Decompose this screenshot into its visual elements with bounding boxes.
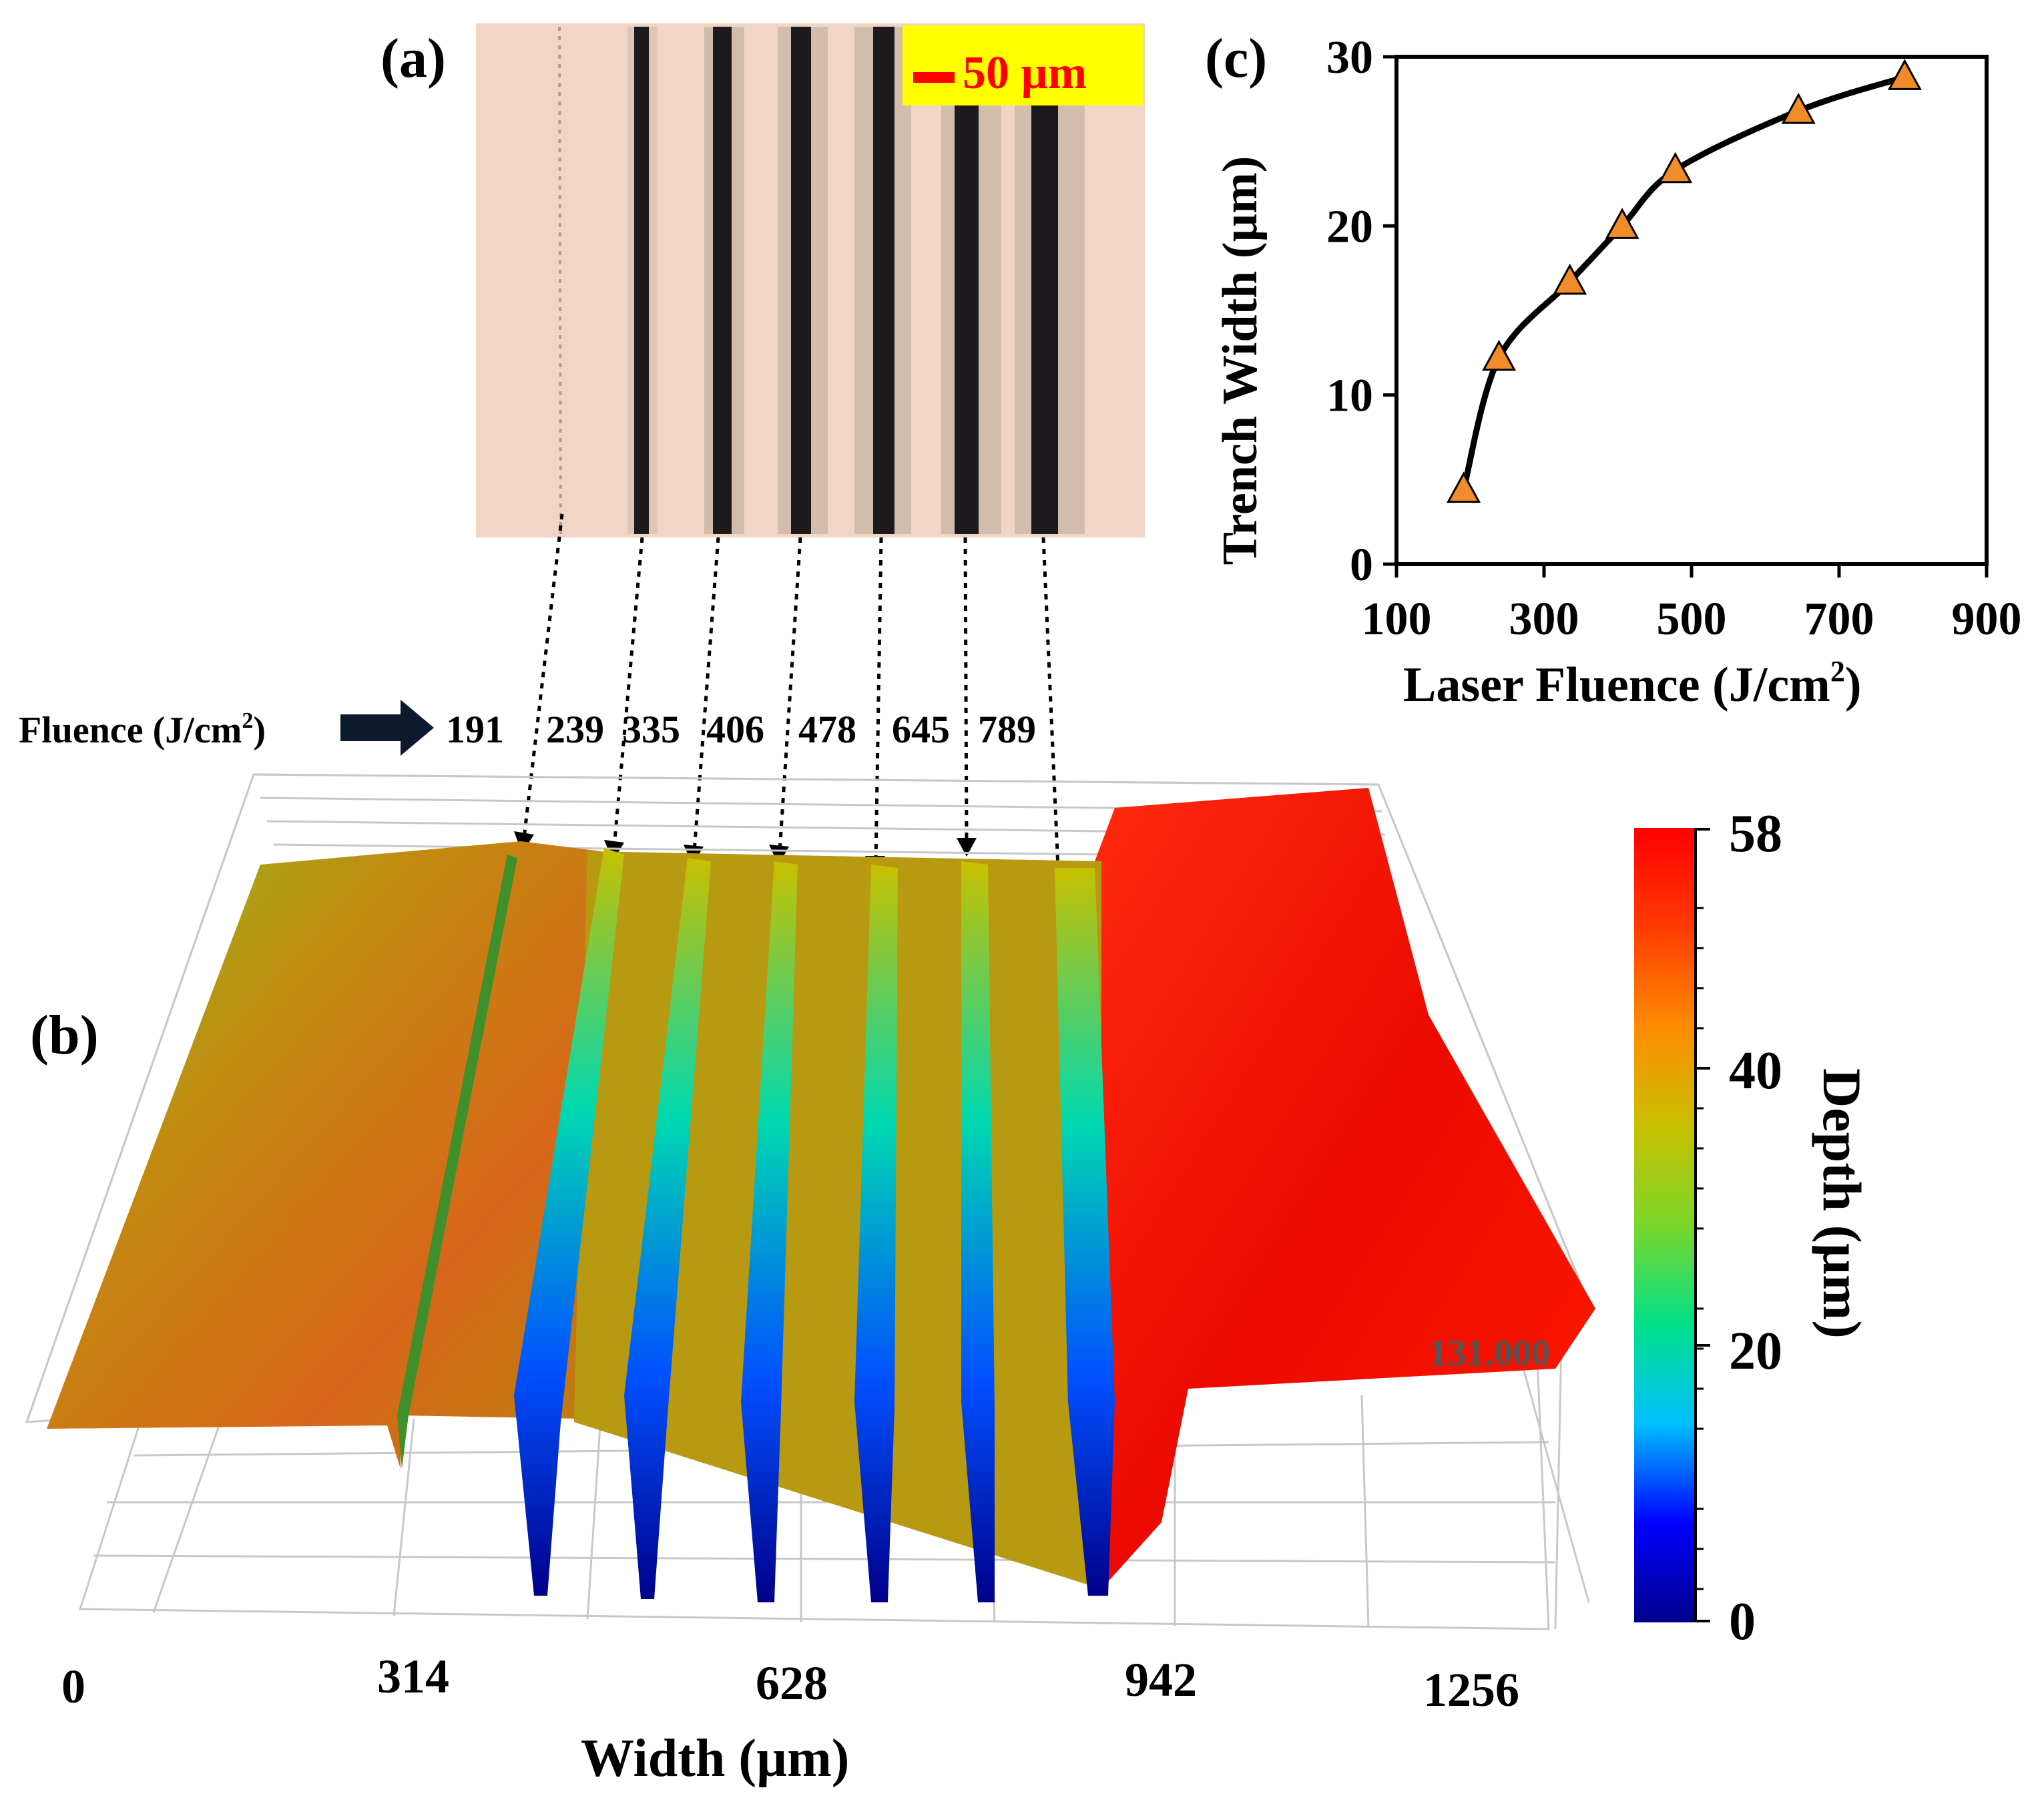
x-axis-label: Width (µm) (581, 1729, 849, 1788)
trench-b-478 (854, 865, 898, 1602)
trench-645 (955, 100, 979, 534)
grid-line (393, 1418, 415, 1616)
trench-b-406 (741, 861, 798, 1602)
chart-c-ytick-label-10: 10 (1326, 371, 1373, 422)
chart-c-point-789 (1887, 59, 1922, 90)
trench-b-239 (514, 848, 624, 1596)
trench-b-645 (961, 861, 995, 1602)
x-tick-0: 0 (61, 1660, 85, 1713)
micrograph-trenches (558, 26, 1085, 535)
chart-c-x-label: Laser Fluence (J/cm2) (1403, 655, 1861, 712)
arrow-478 (874, 537, 883, 862)
panel-b: Fluence (J/cm2) 191 239 335 406 478 645 789 (19, 700, 1872, 1788)
arrow-789 (1041, 537, 1060, 869)
fluence-value-406: 406 (706, 708, 764, 751)
grid-line (1377, 784, 1593, 1313)
chart-c-ytick-label-0: 0 (1350, 539, 1373, 591)
chart-c-ytick-label-30: 30 (1326, 32, 1373, 83)
panel-c-label: (c) (1205, 27, 1267, 89)
colorbar-tick-20: 20 (1729, 1322, 1782, 1381)
scale-bar-label: 50 µm (963, 47, 1087, 99)
fluence-value-645: 645 (892, 708, 950, 751)
trench-335 (713, 27, 732, 534)
chart-c-point-478 (1658, 152, 1693, 184)
scale-bar-box (903, 25, 1143, 105)
fluence-arrow-icon (340, 700, 434, 756)
fluence-value-239: 239 (546, 708, 604, 751)
grid-line (1554, 1311, 1563, 1630)
trench-191 (558, 26, 562, 535)
grid-line (586, 1415, 602, 1620)
fluence-value-789: 789 (978, 708, 1036, 751)
panel-a: (a) 50 µm (380, 23, 1145, 537)
arrow-239 (612, 537, 644, 847)
grid-line (1360, 1395, 1370, 1628)
panel-c: (c) 100 300 500 700 900 0 10 20 30 Trench Width … (1205, 27, 2022, 712)
chart-c-y-label: Trench Width (µm) (1213, 156, 1268, 565)
arrow-335 (692, 537, 720, 852)
surface-side-value: 131.000 (1429, 1333, 1550, 1374)
x-tick-314: 314 (377, 1650, 449, 1703)
chart-c-xtick-label-900: 900 (1952, 594, 2022, 645)
panel-b-label: (b) (30, 1004, 99, 1066)
grid-line (253, 773, 1379, 786)
colorbar-minor-ticks (1696, 907, 1704, 1590)
panel-a-label: (a) (380, 27, 446, 89)
grid-line (152, 1421, 222, 1613)
trench-b-335 (624, 858, 711, 1599)
fluence-value-335: 335 (622, 708, 680, 751)
surface-left-region (47, 841, 601, 1469)
trench-b-789 (1055, 868, 1115, 1596)
trench-b-191 (397, 855, 517, 1469)
chart-c-xtick-label-700: 700 (1804, 594, 1874, 645)
scale-bar (913, 72, 955, 83)
chart-c-series-line (1461, 74, 1906, 491)
trench-478 (873, 27, 895, 534)
chart-c-point-645 (1781, 92, 1816, 124)
x-tick-628: 628 (756, 1656, 828, 1710)
chart-c-point-335 (1553, 263, 1587, 295)
chart-c-xtick-label-100: 100 (1362, 594, 1432, 645)
surface-middle-region (397, 848, 1115, 1602)
x-tick-942: 942 (1125, 1653, 1197, 1707)
chart-c-ytick-label-20: 20 (1326, 201, 1373, 252)
fluence-value-478: 478 (798, 708, 856, 751)
trench-789 (1031, 100, 1058, 534)
fluence-value-191: 191 (446, 708, 504, 751)
chart-c-xtick-label-500: 500 (1657, 594, 1727, 645)
arrow-406 (778, 537, 802, 852)
colorbar-title: Depth (µm) (1812, 1068, 1872, 1339)
trench-406 (791, 27, 811, 534)
colorbar-tick-58: 58 (1729, 805, 1782, 863)
chart-c-xtick-label-300: 300 (1509, 594, 1579, 645)
colorbar: 58 40 20 0 Depth (µm) (1634, 805, 1872, 1651)
grid-line (25, 774, 255, 1423)
colorbar-tick-40: 40 (1729, 1042, 1782, 1100)
colorbar-tick-0: 0 (1729, 1592, 1756, 1651)
chart-c-point-406 (1605, 208, 1639, 239)
chart-c-frame (1394, 55, 1989, 566)
colorbar-major-ticks (1696, 828, 1710, 1622)
surface-right-region (1095, 788, 1595, 1589)
chart-c: 100 300 500 700 900 0 10 20 30 (1326, 32, 2022, 645)
x-tick-1256: 1256 (1423, 1663, 1519, 1717)
fluence-row-label: Fluence (J/cm2) (19, 708, 266, 751)
connector-arrows (522, 513, 1060, 869)
chart-c-point-191 (1447, 471, 1481, 503)
arrow-645 (963, 537, 969, 845)
fluence-values: 191 239 335 406 478 645 789 (446, 708, 1036, 751)
trench-239 (634, 27, 649, 534)
chart-c-point-239 (1482, 339, 1517, 371)
arrowhead-645 (957, 838, 977, 857)
colorbar-gradient (1634, 828, 1696, 1622)
arrowhead-239 (604, 840, 624, 861)
grid-line (93, 1554, 1556, 1564)
arrow-191 (522, 513, 564, 839)
